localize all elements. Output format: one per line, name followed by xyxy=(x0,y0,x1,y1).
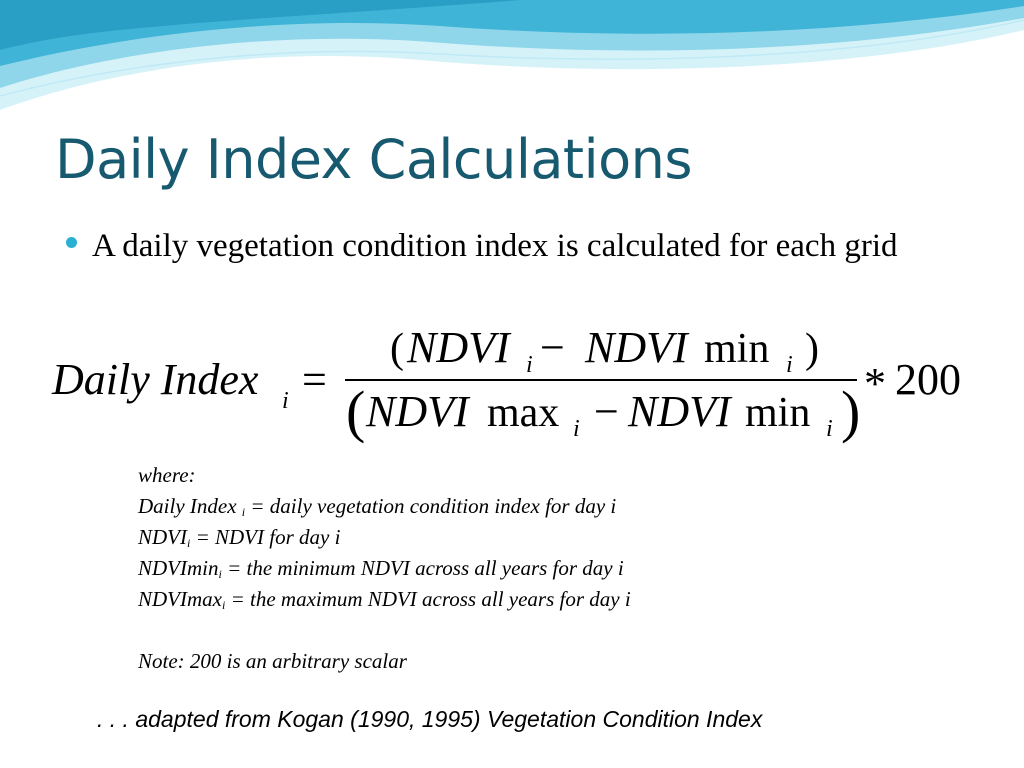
slide-title: Daily Index Calculations xyxy=(55,128,693,191)
definition-ndvimin: NDVImini = the minimum NDVI across all y… xyxy=(138,553,631,584)
denominator-open-paren: ( xyxy=(346,379,365,444)
definitions-where: where: xyxy=(138,463,196,487)
denominator-min-subscript: i xyxy=(826,416,833,442)
definition-ndvimax-subscript: i xyxy=(221,598,226,612)
formula-lhs-name: Daily Index xyxy=(51,355,259,404)
definitions-spacer xyxy=(138,615,631,646)
formula-multiply: * xyxy=(864,359,886,408)
definition-ndvimin-subscript: i xyxy=(218,567,222,581)
bullet-text: A daily vegetation condition index is ca… xyxy=(92,228,898,264)
denominator-minus: − xyxy=(594,387,619,436)
numerator-minus: − xyxy=(540,323,565,372)
numerator-min-label: min xyxy=(704,326,769,372)
denominator-close-paren: ) xyxy=(841,379,860,444)
denominator-ndvi-min: NDVI xyxy=(627,387,733,436)
numerator-open-paren: ( xyxy=(390,326,404,372)
definitions-block: where: Daily Index i = daily vegetation … xyxy=(138,460,631,677)
denominator-ndvi-max: NDVI xyxy=(365,387,471,436)
definitions-note: Note: 200 is an arbitrary scalar xyxy=(138,649,407,673)
definition-ndvi-desc: = NDVI for day i xyxy=(190,525,341,549)
definition-daily-index-desc: = daily vegetation condition index for d… xyxy=(245,494,617,518)
denominator-max-label: max xyxy=(487,390,559,436)
definition-ndvimin-term: NDVImin xyxy=(138,556,219,580)
numerator-close-paren: ) xyxy=(805,326,819,372)
footer-citation: . . . adapted from Kogan (1990, 1995) Ve… xyxy=(97,706,763,732)
denominator-max-subscript: i xyxy=(573,416,580,442)
formula-equals: = xyxy=(302,355,327,404)
definition-ndvi-term: NDVI xyxy=(138,525,187,549)
numerator-ndvi-min: NDVI xyxy=(584,323,690,372)
definition-daily-index-subscript: i xyxy=(241,505,246,519)
definition-ndvimin-desc: = the minimum NDVI across all years for … xyxy=(221,556,624,580)
definition-ndvimax-desc: = the maximum NDVI across all years for … xyxy=(225,587,631,611)
definition-ndvimax-term: NDVImax xyxy=(138,587,222,611)
formula-lhs-subscript: i xyxy=(282,388,289,414)
definition-ndvi-subscript: i xyxy=(187,536,191,550)
denominator-min-label: min xyxy=(745,390,810,436)
definition-daily-index-term: Daily Index xyxy=(138,494,242,518)
definition-ndvimax: NDVImaxi = the maximum NDVI across all y… xyxy=(138,584,631,615)
numerator-min-subscript: i xyxy=(786,352,793,378)
definition-daily-index: Daily Index i = daily vegetation conditi… xyxy=(138,491,631,522)
bullet-dot-icon xyxy=(66,237,77,248)
daily-index-formula: Daily Index i = ( NDVI i − NDVI min i ) … xyxy=(0,318,1024,458)
header-wave-decoration xyxy=(0,0,1024,113)
formula-scalar: 200 xyxy=(895,355,961,404)
numerator-ndvi: NDVI xyxy=(406,323,512,372)
numerator-ndvi-subscript: i xyxy=(526,352,533,378)
definition-ndvi: NDVIi = NDVI for day i xyxy=(138,522,631,553)
